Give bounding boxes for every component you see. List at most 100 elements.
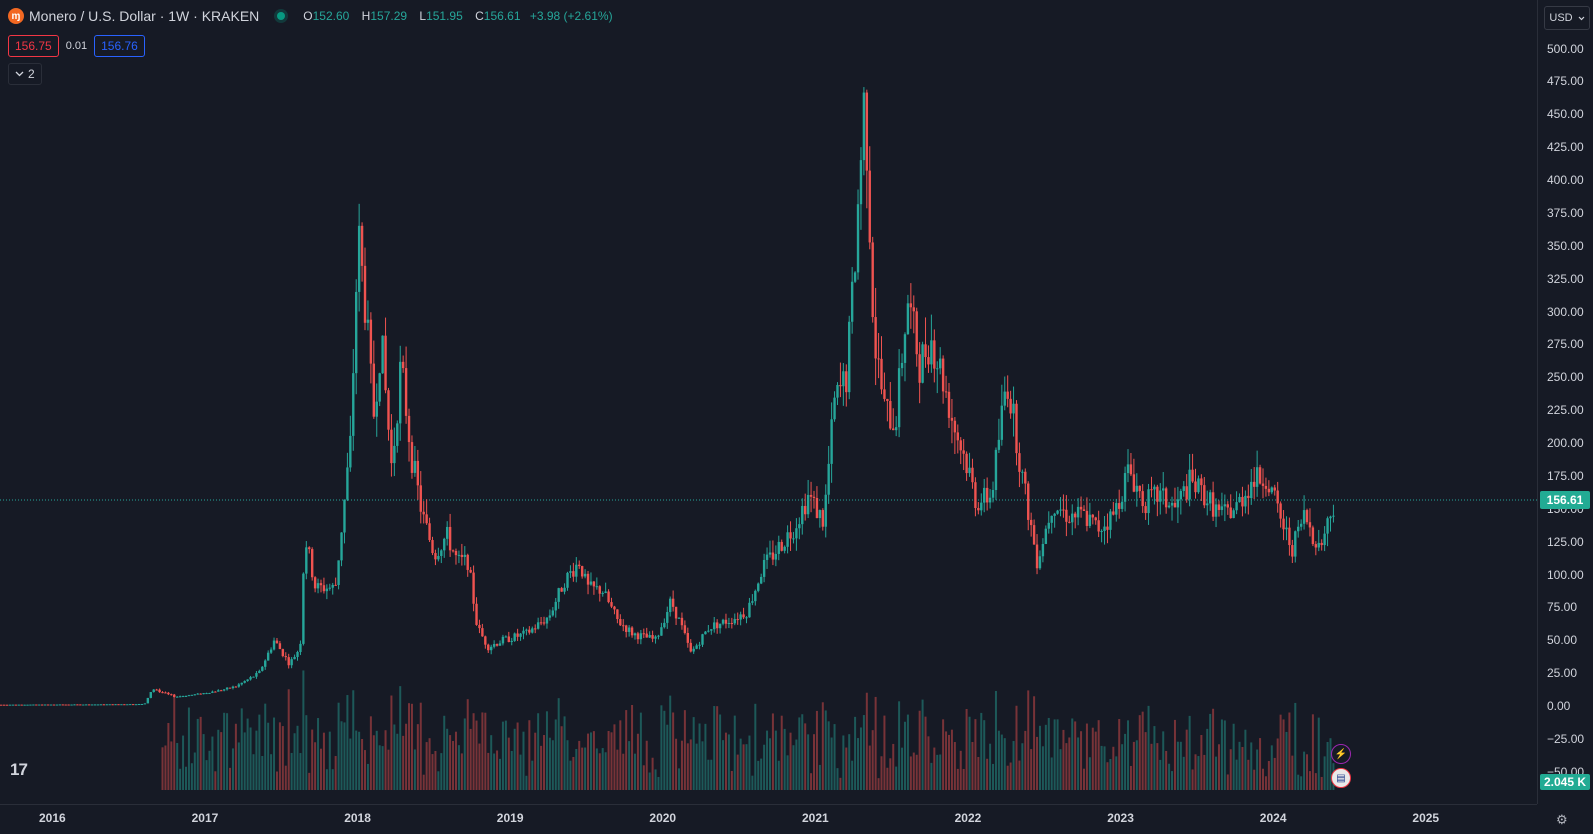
time-axis[interactable]: 2016 2017 2018 2019 2020 2021 2022 2023 2024 2025 (0, 804, 1537, 834)
candle-body (375, 401, 378, 417)
candle-body (1079, 506, 1083, 510)
volume-bar (364, 750, 367, 790)
settings-icon[interactable]: ⚙ (1556, 812, 1568, 827)
volume-bar (278, 722, 281, 790)
volume-bar (827, 721, 830, 790)
tradingview-logo-icon[interactable]: 17 (10, 760, 28, 779)
volume-bar (563, 716, 566, 790)
volume-bar (443, 715, 446, 790)
indicators-collapse-button[interactable]: 2 (8, 63, 42, 85)
volume-bar (707, 759, 710, 790)
candle-body (419, 485, 422, 512)
price-tick-label: 200.00 (1547, 436, 1584, 450)
candle-body (580, 566, 584, 577)
volume-bar (1206, 728, 1209, 790)
chevron-down-icon (15, 71, 24, 77)
volume-bar (939, 754, 942, 790)
candle-body (82, 704, 85, 706)
volume-bar (496, 750, 499, 790)
volume-bar (760, 758, 763, 790)
candle-body (140, 703, 144, 705)
volume-bar (425, 742, 428, 790)
volume-bar (977, 756, 980, 790)
candle-body (754, 590, 757, 602)
candle-body (886, 398, 889, 401)
symbol-title[interactable]: Monero / U.S. Dollar · 1W · KRAKEN (29, 8, 260, 24)
sell-price-button[interactable]: 156.75 (8, 35, 59, 57)
candle-body (1141, 491, 1144, 507)
candle-body (1332, 515, 1335, 517)
currency-select[interactable]: USD (1544, 6, 1590, 30)
candle-body (76, 704, 79, 706)
time-tick-label: 2025 (1412, 811, 1440, 825)
volume-bar (877, 778, 880, 790)
volume-bar (713, 706, 716, 790)
volume-bar (1091, 727, 1094, 790)
candle-body (642, 633, 645, 635)
candle-body (96, 704, 100, 706)
candle-body (1047, 522, 1050, 529)
candle-body (211, 691, 214, 693)
volume-bar (466, 699, 469, 790)
volume-bar (1259, 738, 1262, 790)
volume-bar (457, 745, 460, 790)
candle-body (425, 514, 428, 524)
candle-body (325, 588, 329, 592)
price-tick-label: 25.00 (1547, 666, 1578, 681)
candle-body (261, 666, 264, 671)
candle-body (827, 463, 830, 495)
volume-bar (950, 729, 953, 790)
volume-bar (625, 710, 628, 790)
candle-body (856, 204, 860, 273)
volume-bar (434, 750, 437, 790)
candle-body (947, 391, 951, 418)
candle-body (1323, 533, 1326, 546)
volume-bar (1044, 724, 1047, 790)
candle-body (915, 311, 918, 355)
candle-body (557, 588, 560, 602)
candle-body (85, 704, 88, 706)
price-axis[interactable] (1537, 0, 1593, 804)
candle-body (126, 704, 129, 706)
volume-bar (1203, 754, 1206, 790)
candle-body (302, 573, 305, 644)
volume-bar (572, 756, 575, 790)
volume-bar (730, 770, 733, 790)
volume-bar (331, 769, 334, 790)
volume-bar (164, 745, 167, 790)
candle-body (513, 633, 516, 641)
volume-bar (595, 748, 598, 790)
volume-bar (176, 743, 179, 790)
candle-body (79, 704, 82, 706)
candle-body (604, 591, 607, 594)
flash-event-icon[interactable]: ⚡ (1331, 744, 1351, 764)
candle-body (1220, 506, 1224, 510)
chart-area[interactable] (0, 0, 1537, 804)
volume-bar (639, 712, 642, 790)
volume-bar (1021, 743, 1024, 790)
candle-body (578, 564, 581, 567)
candle-body (639, 633, 643, 640)
volume-bar (1270, 745, 1273, 790)
volume-bar (408, 703, 411, 790)
candle-body (202, 693, 205, 695)
candle-body (170, 694, 173, 696)
candle-body (472, 572, 475, 604)
volume-bar (387, 749, 390, 790)
volume-bar (997, 730, 1000, 790)
buy-price-button[interactable]: 156.76 (94, 35, 145, 57)
quote-row: 156.75 0.01 156.76 (8, 35, 145, 57)
candle-body (774, 553, 778, 560)
volume-bar (865, 692, 868, 790)
volume-bar (936, 754, 939, 790)
candle-body (739, 614, 742, 620)
volume-bar (613, 724, 616, 790)
volume-bar (607, 730, 610, 790)
us-flag-event-icon[interactable]: ▤ (1331, 768, 1351, 788)
volume-bar (217, 729, 220, 790)
candle-body (762, 559, 766, 577)
candle-body (1073, 513, 1077, 518)
candlestick-chart[interactable] (0, 0, 1537, 804)
volume-bar (1015, 705, 1018, 790)
candle-body (842, 371, 845, 387)
